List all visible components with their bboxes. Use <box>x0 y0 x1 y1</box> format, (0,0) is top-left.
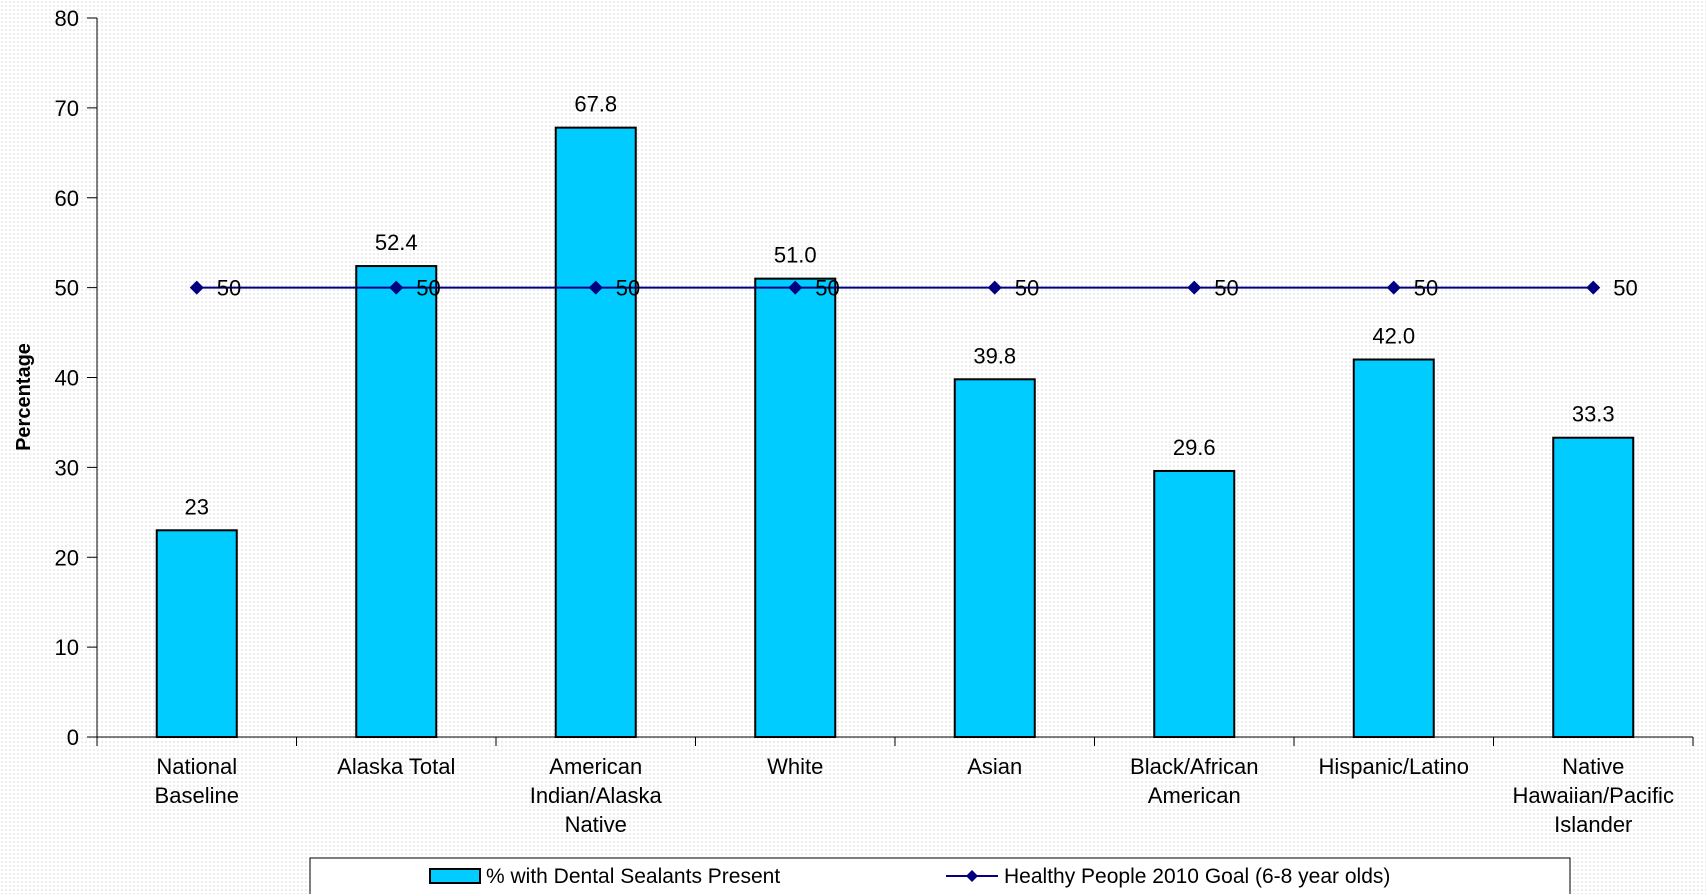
bar-value-label: 33.3 <box>1572 402 1615 427</box>
y-tick-label: 80 <box>55 6 79 31</box>
bars <box>155 126 1635 738</box>
y-tick-label: 50 <box>55 276 79 301</box>
bar <box>953 378 1036 738</box>
bar-value-label: 39.8 <box>973 343 1016 368</box>
legend-bar-swatch <box>429 868 481 884</box>
y-tick-label: 10 <box>55 635 79 660</box>
legend-line-label: Healthy People 2010 Goal (6-8 year olds) <box>1004 865 1390 888</box>
labels: National Baseline Alaska Total American Indi… <box>155 92 1674 837</box>
bar-value-label: 42.0 <box>1372 324 1415 349</box>
y-tick-label: 30 <box>55 455 79 480</box>
y-tick-label: 60 <box>55 186 79 211</box>
goal-value-label: 50 <box>616 276 640 301</box>
y-tick-label: 0 <box>67 725 79 750</box>
x-tick-label: American Indian/Alaska Native <box>530 754 663 837</box>
y-tick-label: 70 <box>55 96 79 121</box>
bar <box>554 126 637 738</box>
goal-value-label: 50 <box>416 276 440 301</box>
goal-value-label: 50 <box>1613 276 1637 301</box>
goal-point <box>1187 280 1202 295</box>
goal-point <box>788 280 803 295</box>
x-tick-label: White <box>767 754 823 779</box>
goal-value-label: 50 <box>1414 276 1438 301</box>
legend-box <box>309 857 1571 894</box>
legend-bar-label: % with Dental Sealants Present <box>486 865 780 888</box>
x-tick-label: Alaska Total <box>337 754 455 779</box>
bar <box>355 265 438 738</box>
bar-value-label: 67.8 <box>574 92 617 117</box>
legend: % with Dental Sealants Present Healthy P… <box>309 857 1571 894</box>
goal-value-label: 50 <box>815 276 839 301</box>
y-tick-label: 40 <box>55 366 79 391</box>
bar-value-label: 23 <box>185 494 209 519</box>
goal-value-label: 50 <box>1214 276 1238 301</box>
bar <box>155 529 238 738</box>
goal-value-label: 50 <box>217 276 241 301</box>
bar <box>754 277 837 738</box>
bar-value-label: 29.6 <box>1173 435 1216 460</box>
x-tick-label: National Baseline <box>155 754 239 808</box>
bar <box>1552 436 1635 738</box>
bar-value-label: 52.4 <box>375 230 418 255</box>
x-tick-label: Native Hawaiian/Pacific Islander <box>1513 754 1674 837</box>
y-tick-label: 20 <box>55 545 79 570</box>
x-tick-label: Black/African American <box>1130 754 1258 808</box>
axes: 0 10 20 30 40 50 60 70 80 <box>55 6 1694 750</box>
goal-point <box>1386 280 1401 295</box>
goal-line <box>189 280 1601 295</box>
goal-point <box>987 280 1002 295</box>
bar <box>1153 469 1236 738</box>
goal-point <box>588 280 603 295</box>
legend-line-marker <box>966 870 978 882</box>
x-tick-label: Hispanic/Latino <box>1319 754 1469 779</box>
goal-value-label: 50 <box>1015 276 1039 301</box>
goal-point <box>389 280 404 295</box>
goal-point <box>189 280 204 295</box>
bar <box>1352 358 1435 738</box>
goal-point <box>1586 280 1601 295</box>
y-axis-title: Percentage <box>13 343 35 451</box>
bar-value-label: 51.0 <box>774 243 817 268</box>
x-tick-label: Asian <box>967 754 1022 779</box>
